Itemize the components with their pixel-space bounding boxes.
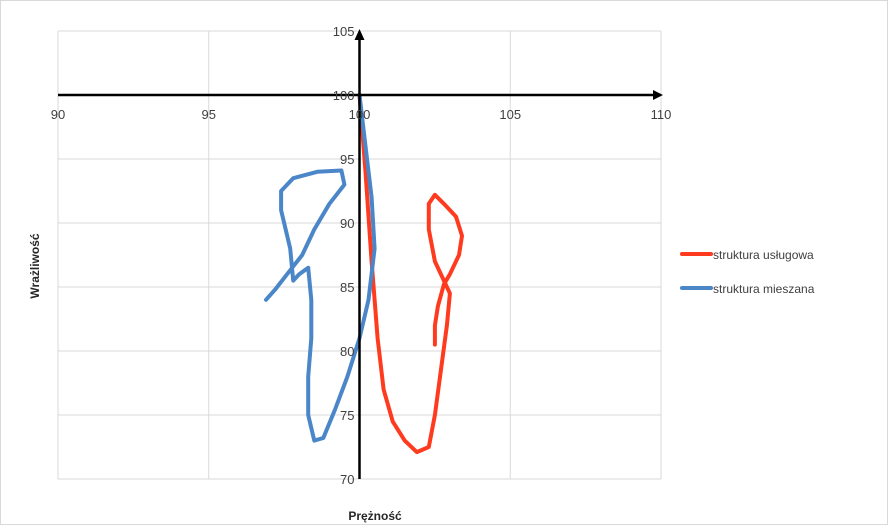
y-tick-label-3: 85 <box>340 280 354 295</box>
y-axis-title: Wrażliwość <box>28 233 42 298</box>
x-axis-title: Prężność <box>348 509 402 523</box>
y-tick-label-6: 100 <box>333 88 355 103</box>
y-tick-label-2: 80 <box>340 344 354 359</box>
x-tick-label-1: 95 <box>202 107 216 122</box>
y-tick-label-7: 105 <box>333 24 355 39</box>
x-tick-label-2: 100 <box>349 107 371 122</box>
tick-labels: 90 95 100 105 110 70 75 80 85 90 95 100 105 <box>51 24 672 487</box>
y-axis-arrow <box>354 29 365 40</box>
series-lines <box>264 93 464 455</box>
y-tick-label-4: 90 <box>340 216 354 231</box>
axes <box>58 29 663 479</box>
legend-label-series-1: struktura usługowa <box>713 248 814 262</box>
y-tick-label-1: 75 <box>340 408 354 423</box>
x-tick-label-4: 110 <box>651 107 672 122</box>
series-line-2 <box>264 93 377 443</box>
y-tick-label-0: 70 <box>340 472 354 487</box>
x-tick-label-3: 105 <box>499 107 521 122</box>
legend-item-series-2: struktura mieszana <box>680 282 815 296</box>
x-tick-label-0: 90 <box>51 107 65 122</box>
legend-item-series-1: struktura usługowa <box>680 248 814 262</box>
legend-label-series-2: struktura mieszana <box>713 282 815 296</box>
legend: struktura usługowa struktura mieszana <box>680 248 815 296</box>
y-tick-label-5: 95 <box>340 152 354 167</box>
series-line-1 <box>357 93 464 455</box>
x-axis-arrow <box>653 90 663 100</box>
